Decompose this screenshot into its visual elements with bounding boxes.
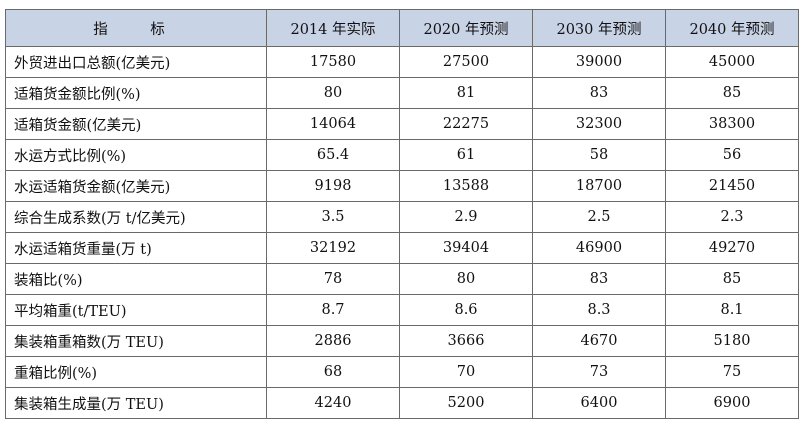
row-label: 集装箱生成量(万 TEU) — [5, 387, 267, 419]
cell-value: 13588 — [399, 170, 533, 202]
table-row: 重箱比例(%) 68 70 73 75 — [5, 356, 799, 388]
row-label: 重箱比例(%) — [5, 356, 267, 388]
table-row: 综合生成系数(万 t/亿美元) 3.5 2.9 2.5 2.3 — [5, 201, 799, 233]
cell-value: 5200 — [399, 387, 533, 419]
cell-value: 8.1 — [665, 294, 799, 326]
row-label: 平均箱重(t/TEU) — [5, 294, 267, 326]
table-row: 外贸进出口总额(亿美元) 17580 27500 39000 45000 — [5, 46, 799, 78]
cell-value: 22275 — [399, 108, 533, 140]
cell-value: 32192 — [266, 232, 400, 264]
cell-value: 46900 — [532, 232, 666, 264]
cell-value: 4670 — [532, 325, 666, 357]
column-header-2030: 2030 年预测 — [532, 9, 666, 47]
row-label: 装箱比(%) — [5, 263, 267, 295]
cell-value: 18700 — [532, 170, 666, 202]
cell-value: 61 — [399, 139, 533, 171]
cell-value: 78 — [266, 263, 400, 295]
cell-value: 39000 — [532, 46, 666, 78]
table-row: 装箱比(%) 78 80 83 85 — [5, 263, 799, 295]
row-label: 水运适箱货重量(万 t) — [5, 232, 267, 264]
cell-value: 6900 — [665, 387, 799, 419]
cell-value: 27500 — [399, 46, 533, 78]
table-row: 水运适箱货金额(亿美元) 9198 13588 18700 21450 — [5, 170, 799, 202]
row-label: 适箱货金额(亿美元) — [5, 108, 267, 140]
column-header-2014: 2014 年实际 — [266, 9, 400, 47]
cell-value: 21450 — [665, 170, 799, 202]
cell-value: 8.3 — [532, 294, 666, 326]
cell-value: 83 — [532, 263, 666, 295]
cell-value: 17580 — [266, 46, 400, 78]
table-row: 水运适箱货重量(万 t) 32192 39404 46900 49270 — [5, 232, 799, 264]
cell-value: 8.7 — [266, 294, 400, 326]
cell-value: 6400 — [532, 387, 666, 419]
cell-value: 14064 — [266, 108, 400, 140]
cell-value: 2886 — [266, 325, 400, 357]
cell-value: 70 — [399, 356, 533, 388]
cell-value: 75 — [665, 356, 799, 388]
cell-value: 58 — [532, 139, 666, 171]
cell-value: 2.3 — [665, 201, 799, 233]
cell-value: 38300 — [665, 108, 799, 140]
table-row: 平均箱重(t/TEU) 8.7 8.6 8.3 8.1 — [5, 294, 799, 326]
cell-value: 2.5 — [532, 201, 666, 233]
cell-value: 81 — [399, 77, 533, 109]
table-row: 水运方式比例(%) 65.4 61 58 56 — [5, 139, 799, 171]
cell-value: 65.4 — [266, 139, 400, 171]
column-header-indicator: 指 标 — [5, 9, 267, 47]
row-label: 水运方式比例(%) — [5, 139, 267, 171]
row-label: 水运适箱货金额(亿美元) — [5, 170, 267, 202]
cell-value: 85 — [665, 263, 799, 295]
column-header-2040: 2040 年预测 — [665, 9, 799, 47]
cell-value: 56 — [665, 139, 799, 171]
cell-value: 80 — [399, 263, 533, 295]
cell-value: 39404 — [399, 232, 533, 264]
cell-value: 80 — [266, 77, 400, 109]
forecast-table: 指 标 2014 年实际 2020 年预测 2030 年预测 2040 年预测 … — [5, 9, 799, 419]
column-header-2020: 2020 年预测 — [399, 9, 533, 47]
table-row: 适箱货金额(亿美元) 14064 22275 32300 38300 — [5, 108, 799, 140]
row-label: 适箱货金额比例(%) — [5, 77, 267, 109]
cell-value: 83 — [532, 77, 666, 109]
table-row: 适箱货金额比例(%) 80 81 83 85 — [5, 77, 799, 109]
table-row: 集装箱生成量(万 TEU) 4240 5200 6400 6900 — [5, 387, 799, 419]
cell-value: 85 — [665, 77, 799, 109]
cell-value: 68 — [266, 356, 400, 388]
cell-value: 5180 — [665, 325, 799, 357]
cell-value: 8.6 — [399, 294, 533, 326]
header-row: 指 标 2014 年实际 2020 年预测 2030 年预测 2040 年预测 — [5, 9, 799, 47]
row-label: 综合生成系数(万 t/亿美元) — [5, 201, 267, 233]
row-label: 集装箱重箱数(万 TEU) — [5, 325, 267, 357]
cell-value: 9198 — [266, 170, 400, 202]
cell-value: 73 — [532, 356, 666, 388]
cell-value: 2.9 — [399, 201, 533, 233]
cell-value: 32300 — [532, 108, 666, 140]
cell-value: 45000 — [665, 46, 799, 78]
table-row: 集装箱重箱数(万 TEU) 2886 3666 4670 5180 — [5, 325, 799, 357]
cell-value: 49270 — [665, 232, 799, 264]
row-label: 外贸进出口总额(亿美元) — [5, 46, 267, 78]
cell-value: 3666 — [399, 325, 533, 357]
cell-value: 3.5 — [266, 201, 400, 233]
cell-value: 4240 — [266, 387, 400, 419]
